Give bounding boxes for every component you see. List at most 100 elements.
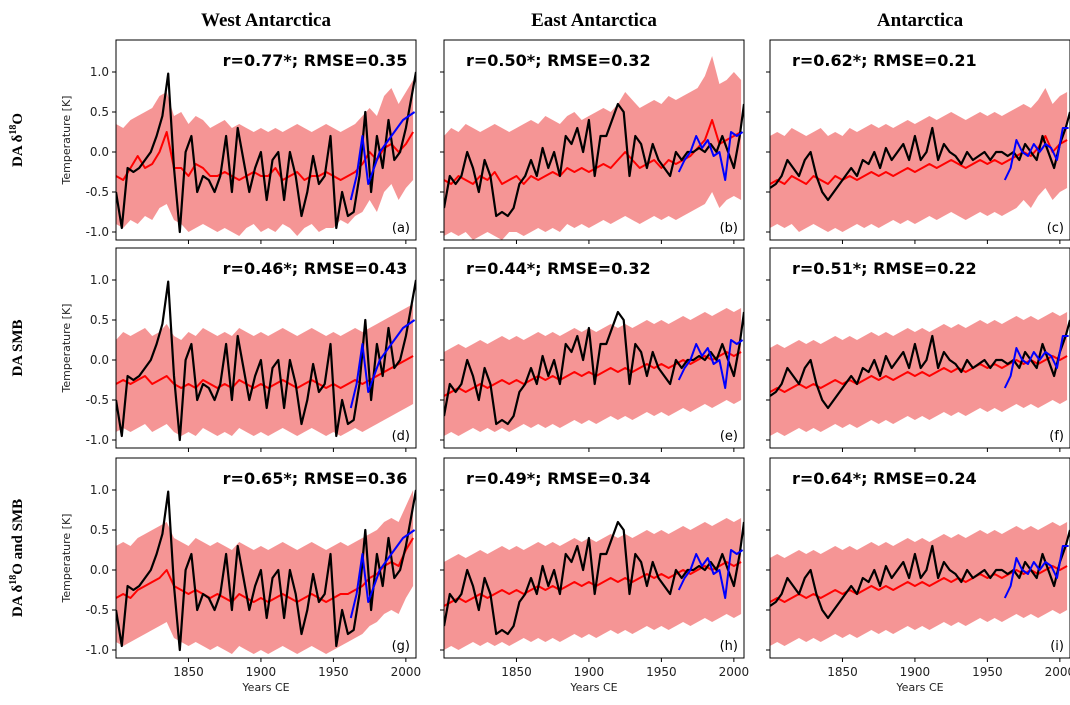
panel-frame	[443, 457, 745, 659]
panel-label: (g)	[392, 639, 410, 654]
row-title-prefix: DA SMB	[10, 319, 26, 376]
plot-area	[444, 308, 744, 436]
x-tick-label: 1900	[574, 665, 605, 679]
row-title-sup: 18	[8, 575, 19, 585]
observations-line	[677, 549, 744, 599]
reconstruction-line	[116, 71, 416, 234]
stat-annotation: r=0.44*; RMSE=0.32	[466, 259, 651, 278]
observations-line	[349, 529, 416, 619]
mean-line	[444, 119, 742, 185]
y-tick-label: 1.0	[90, 273, 109, 287]
reconstruction-line	[770, 319, 1070, 410]
x-tick-label: 1950	[318, 665, 349, 679]
y-tick-label: -1.0	[86, 433, 109, 447]
panel-label: (h)	[720, 639, 738, 654]
plot-area	[116, 279, 416, 442]
mean-line	[770, 565, 1068, 603]
y-tick-label: -1.0	[86, 643, 109, 657]
panel-frame	[443, 39, 745, 241]
x-axis-label: Years CE	[241, 681, 289, 694]
plot-area	[116, 489, 416, 654]
observations-line	[677, 131, 744, 181]
y-tick-label: -1.0	[86, 225, 109, 239]
panel-label: (f)	[1049, 429, 1064, 444]
panel-label: (a)	[392, 221, 410, 236]
plot-area	[770, 88, 1070, 232]
panel-e: r=0.44*; RMSE=0.32 (e)	[440, 247, 745, 452]
panel-frame	[115, 39, 417, 241]
x-tick-label: 1850	[827, 665, 858, 679]
plot-area	[770, 522, 1070, 646]
stat-annotation: r=0.77*; RMSE=0.35	[223, 51, 408, 70]
y-axis-label: Temperature [K]	[60, 96, 73, 186]
x-tick-label: 2000	[391, 665, 422, 679]
panel-d: -1.0 -0.5 0.0 0.5 1.0 Temperature [K] r=0.46*;…	[60, 247, 417, 452]
panel-label: (c)	[1047, 221, 1064, 236]
mean-line	[444, 561, 742, 607]
panel-label: (i)	[1050, 639, 1064, 654]
y-tick-label: 1.0	[90, 65, 109, 79]
row-title-prefix: DA δ	[10, 585, 26, 618]
x-tick-label: 2000	[719, 665, 750, 679]
y-tick-label: 0.5	[90, 523, 109, 537]
row-title: DA δ18O and SMB	[8, 499, 26, 617]
panel-label: (d)	[392, 429, 410, 444]
row-title-suffix: O and SMB	[10, 499, 26, 575]
reconstruction-line	[770, 111, 1070, 202]
x-tick-label: 1850	[173, 665, 204, 679]
y-tick-label: 1.0	[90, 483, 109, 497]
y-tick-label: -0.5	[86, 185, 109, 199]
row-title: DA SMB	[10, 319, 26, 376]
panel-c: r=0.62*; RMSE=0.21 (c)	[766, 39, 1070, 244]
panel-frame	[115, 457, 417, 659]
x-tick-label: 1950	[646, 665, 677, 679]
stat-annotation: r=0.46*; RMSE=0.43	[223, 259, 408, 278]
y-axis-label: Temperature [K]	[60, 304, 73, 394]
y-tick-label: -0.5	[86, 393, 109, 407]
mean-line	[770, 135, 1068, 185]
plot-area	[444, 518, 744, 650]
ensemble-band	[116, 490, 414, 654]
reconstruction-line	[444, 310, 744, 426]
observations-line	[349, 111, 416, 201]
y-axis-label: Temperature [K]	[60, 514, 73, 604]
row-title: DA δ18O	[8, 113, 26, 167]
y-tick-label: 0.5	[90, 105, 109, 119]
y-tick-label: -0.5	[86, 603, 109, 617]
y-tick-label: 0.0	[90, 563, 109, 577]
panel-frame	[115, 247, 417, 449]
reconstruction-line	[444, 520, 744, 636]
column-title: West Antarctica	[201, 10, 331, 31]
column-title: Antarctica	[877, 10, 964, 31]
panel-label: (b)	[720, 221, 738, 236]
observations-line	[677, 339, 744, 389]
x-axis-label: Years CE	[895, 681, 943, 694]
x-tick-label: 2000	[1045, 665, 1070, 679]
ensemble-band	[770, 88, 1068, 232]
panel-label: (e)	[720, 429, 738, 444]
column-titles: West Antarctica East Antarctica Antarctica	[201, 10, 964, 31]
panel-f: r=0.51*; RMSE=0.22 (f)	[766, 247, 1070, 452]
stat-annotation: r=0.49*; RMSE=0.34	[466, 469, 651, 488]
panel-frame	[769, 247, 1070, 449]
stat-annotation: r=0.65*; RMSE=0.36	[223, 469, 408, 488]
panel-frame	[769, 457, 1070, 659]
panel-h: 1850 1900 1950 2000 Years CE r=0.49*; RMSE=0.…	[440, 457, 750, 694]
panel-a: -1.0 -0.5 0.0 0.5 1.0 Temperature [K] r=0.77*;…	[60, 39, 417, 244]
row-title-suffix: O	[10, 113, 26, 125]
reconstruction-line	[116, 279, 416, 442]
mean-line	[770, 355, 1068, 393]
x-tick-label: 1950	[972, 665, 1003, 679]
stat-annotation: r=0.64*; RMSE=0.24	[792, 469, 977, 488]
observations-line	[1003, 545, 1069, 599]
plot-area	[770, 312, 1070, 436]
y-tick-label: 0.0	[90, 353, 109, 367]
column-title: East Antarctica	[531, 10, 657, 31]
y-tick-label: 0.0	[90, 145, 109, 159]
reconstruction-line	[444, 102, 744, 218]
stat-annotation: r=0.51*; RMSE=0.22	[792, 259, 977, 278]
y-tick-label: 0.5	[90, 313, 109, 327]
row-title-sup: 18	[8, 125, 19, 135]
